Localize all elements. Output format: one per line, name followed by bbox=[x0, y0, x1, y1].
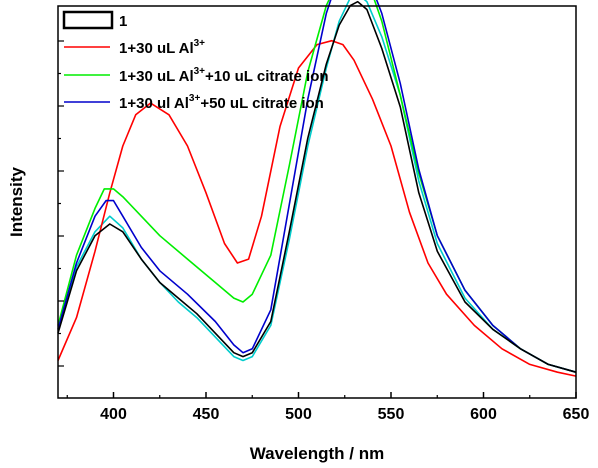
legend-entry-3: 1+30 ul Al3++50 uL citrate ion bbox=[64, 93, 324, 112]
x-tick-label: 500 bbox=[285, 406, 312, 423]
legend-label: 1 bbox=[119, 13, 127, 30]
x-axis-title: Wavelength / nm bbox=[250, 444, 384, 463]
x-tick-label: 400 bbox=[100, 406, 127, 423]
x-axis: 400 450 500 550 600 650 bbox=[66, 392, 590, 423]
x-tick-label: 650 bbox=[563, 406, 590, 423]
plot-frame bbox=[57, 5, 577, 399]
legend-entry-2: 1+30 uL Al3++10 uL citrate ion bbox=[64, 66, 329, 85]
legend: 1 1+30 uL Al3+ 1+30 uL Al3++10 uL citrate … bbox=[62, 10, 329, 112]
series-line-1 bbox=[57, 39, 577, 377]
legend-swatch bbox=[62, 10, 114, 30]
y-axis-title: Intensity bbox=[7, 167, 26, 237]
x-tick-label: 600 bbox=[470, 406, 497, 423]
series-line-3 bbox=[57, 0, 577, 373]
y-axis bbox=[58, 40, 64, 367]
series-line-0 bbox=[57, 0, 577, 373]
legend-entry-0: 1 bbox=[62, 10, 127, 30]
series-lines bbox=[57, 0, 577, 377]
x-tick-label: 550 bbox=[378, 406, 405, 423]
legend-label: 1+30 uL Al3++10 uL citrate ion bbox=[119, 66, 329, 85]
x-tick-label: 450 bbox=[193, 406, 220, 423]
legend-entry-1: 1+30 uL Al3+ bbox=[64, 38, 205, 57]
legend-label: 1+30 ul Al3++50 uL citrate ion bbox=[119, 93, 324, 112]
legend-label: 1+30 uL Al3+ bbox=[119, 38, 205, 57]
